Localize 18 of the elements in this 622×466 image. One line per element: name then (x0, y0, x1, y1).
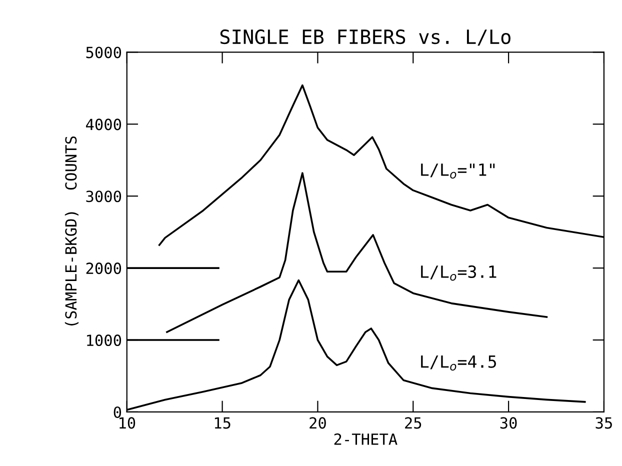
y-tick-label: 2000 (86, 262, 122, 274)
series-label: L/L$_{o}$=3.1 (421, 265, 496, 281)
y-tick-label: 5000 (86, 46, 122, 58)
x-tick-label: 10 (120, 417, 136, 429)
chart-title: SINGLE EB FIBERS vs. L/Lo (220, 29, 510, 46)
x-tick-label: 25 (405, 417, 422, 429)
series-label: L/L$_{o}$=4.5 (421, 356, 496, 371)
x-tick-label: 35 (596, 417, 612, 429)
x-tick-label: 15 (214, 417, 230, 429)
y-tick-label: 0 (114, 406, 122, 418)
series-label: L/L$_{o}$="1" (421, 164, 495, 179)
y-tick-label: 1000 (87, 334, 122, 346)
y-axis-title: (SAMPLE-BKGD) COUNTS (64, 136, 79, 326)
x-tick-label: 20 (310, 417, 326, 429)
y-tick-label: 4000 (86, 118, 122, 130)
y-tick-label: 3000 (86, 190, 122, 202)
x-tick-label: 30 (500, 417, 517, 429)
x-axis-title: 2-THETA (334, 433, 398, 445)
